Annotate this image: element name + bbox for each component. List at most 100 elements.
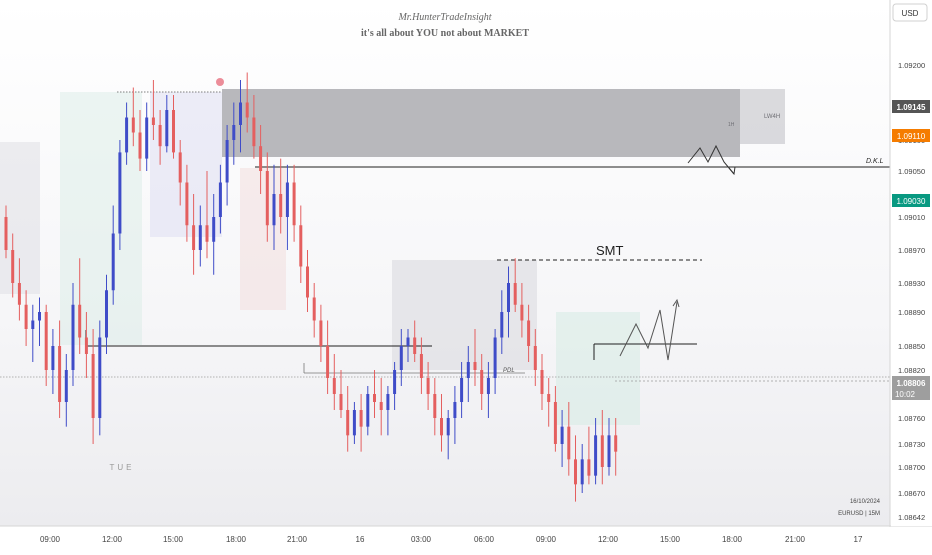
candle-bearish[interactable] — [600, 435, 604, 467]
candle-bearish[interactable] — [553, 402, 557, 444]
candle-bullish[interactable] — [285, 182, 289, 218]
candle-bullish[interactable] — [145, 117, 149, 159]
candle-bullish[interactable] — [198, 225, 202, 250]
candle-bearish[interactable] — [527, 320, 531, 347]
candle-bearish[interactable] — [185, 182, 189, 226]
candle-bullish[interactable] — [607, 435, 611, 467]
candle-bullish[interactable] — [272, 194, 276, 226]
candle-bullish[interactable] — [486, 378, 490, 394]
candle-bearish[interactable] — [245, 102, 249, 118]
candle-bearish[interactable] — [419, 354, 423, 378]
candle-bearish[interactable] — [433, 394, 437, 418]
candle-bullish[interactable] — [118, 152, 122, 234]
candle-bearish[interactable] — [480, 370, 484, 394]
candle-bearish[interactable] — [574, 459, 577, 485]
candle-bullish[interactable] — [218, 182, 222, 218]
candle-bullish[interactable] — [212, 217, 216, 242]
candle-bearish[interactable] — [533, 346, 537, 370]
candle-bearish[interactable] — [11, 250, 15, 283]
candle-bearish[interactable] — [24, 304, 28, 329]
candle-bearish[interactable] — [306, 266, 309, 298]
candle-bearish[interactable] — [259, 146, 263, 171]
candle-bearish[interactable] — [540, 370, 544, 394]
candle-bullish[interactable] — [225, 140, 229, 183]
candle-bearish[interactable] — [58, 346, 62, 402]
candle-bullish[interactable] — [446, 418, 450, 436]
candle-bearish[interactable] — [151, 117, 155, 126]
candle-bullish[interactable] — [165, 110, 169, 147]
candle-bearish[interactable] — [44, 312, 48, 370]
candle-bearish[interactable] — [178, 152, 182, 183]
candle-bullish[interactable] — [366, 394, 370, 427]
candle-bullish[interactable] — [580, 459, 584, 485]
candle-bearish[interactable] — [520, 304, 524, 321]
candle-bearish[interactable] — [252, 117, 256, 147]
projection-up-path[interactable] — [619, 301, 678, 361]
candle-bearish[interactable] — [312, 297, 316, 321]
candle-bearish[interactable] — [265, 171, 269, 226]
projection-down-path[interactable] — [687, 144, 735, 175]
price-axis-panel[interactable] — [891, 0, 932, 526]
candle-bearish[interactable] — [158, 125, 162, 147]
candle-bullish[interactable] — [466, 362, 470, 378]
candle-bearish[interactable] — [192, 225, 196, 250]
candle-bearish[interactable] — [547, 394, 551, 402]
candle-bearish[interactable] — [413, 337, 417, 355]
candle-bearish[interactable] — [567, 426, 571, 460]
candle-bullish[interactable] — [31, 320, 35, 330]
candle-bullish[interactable] — [406, 337, 410, 347]
candle-bullish[interactable] — [38, 312, 41, 321]
candle-bullish[interactable] — [111, 233, 115, 291]
candle-bullish[interactable] — [105, 290, 108, 338]
candle-bearish[interactable] — [339, 394, 343, 410]
candle-bearish[interactable] — [91, 354, 95, 418]
candle-bearish[interactable] — [4, 217, 8, 250]
candle-bearish[interactable] — [513, 283, 517, 305]
candle-bearish[interactable] — [379, 402, 383, 410]
candle-bullish[interactable] — [232, 125, 236, 140]
candle-bullish[interactable] — [98, 337, 102, 419]
candle-bearish[interactable] — [440, 418, 443, 436]
candle-bullish[interactable] — [594, 435, 598, 476]
candle-bearish[interactable] — [138, 132, 142, 159]
candle-bullish[interactable] — [51, 346, 55, 370]
candle-bearish[interactable] — [205, 225, 209, 242]
candle-bullish[interactable] — [560, 426, 564, 444]
candle-bearish[interactable] — [332, 378, 336, 394]
candle-bullish[interactable] — [239, 102, 242, 126]
candle-bullish[interactable] — [507, 283, 510, 312]
time-axis-panel[interactable] — [0, 527, 932, 550]
candle-bearish[interactable] — [473, 362, 477, 370]
candle-bearish[interactable] — [346, 410, 350, 436]
candle-bearish[interactable] — [319, 320, 323, 347]
candle-bearish[interactable] — [299, 225, 303, 267]
candle-bullish[interactable] — [352, 410, 356, 436]
candle-bullish[interactable] — [493, 337, 497, 379]
candle-bullish[interactable] — [386, 394, 390, 410]
candle-bullish[interactable] — [460, 378, 464, 402]
candle-bearish[interactable] — [78, 304, 82, 338]
currency-button[interactable] — [892, 3, 928, 22]
candle-bearish[interactable] — [373, 394, 376, 402]
candle-bearish[interactable] — [279, 194, 283, 217]
candle-bearish[interactable] — [131, 117, 135, 133]
candle-bearish[interactable] — [426, 378, 430, 394]
candle-bullish[interactable] — [125, 117, 129, 153]
candle-bearish[interactable] — [292, 182, 296, 226]
candle-bullish[interactable] — [393, 370, 397, 394]
candle-bearish[interactable] — [614, 435, 618, 452]
candle-bearish[interactable] — [17, 283, 21, 305]
candle-bearish[interactable] — [84, 337, 88, 355]
candle-bearish[interactable] — [587, 459, 591, 476]
candle-bullish[interactable] — [71, 304, 75, 370]
candle-bullish[interactable] — [500, 312, 504, 338]
candle-bearish[interactable] — [326, 346, 330, 378]
candle-bullish[interactable] — [64, 370, 68, 402]
candles-group[interactable] — [4, 72, 618, 502]
candle-bullish[interactable] — [453, 402, 457, 418]
candle-bullish[interactable] — [399, 346, 403, 370]
candle-bearish[interactable] — [172, 110, 175, 153]
candle-bearish[interactable] — [359, 410, 363, 427]
